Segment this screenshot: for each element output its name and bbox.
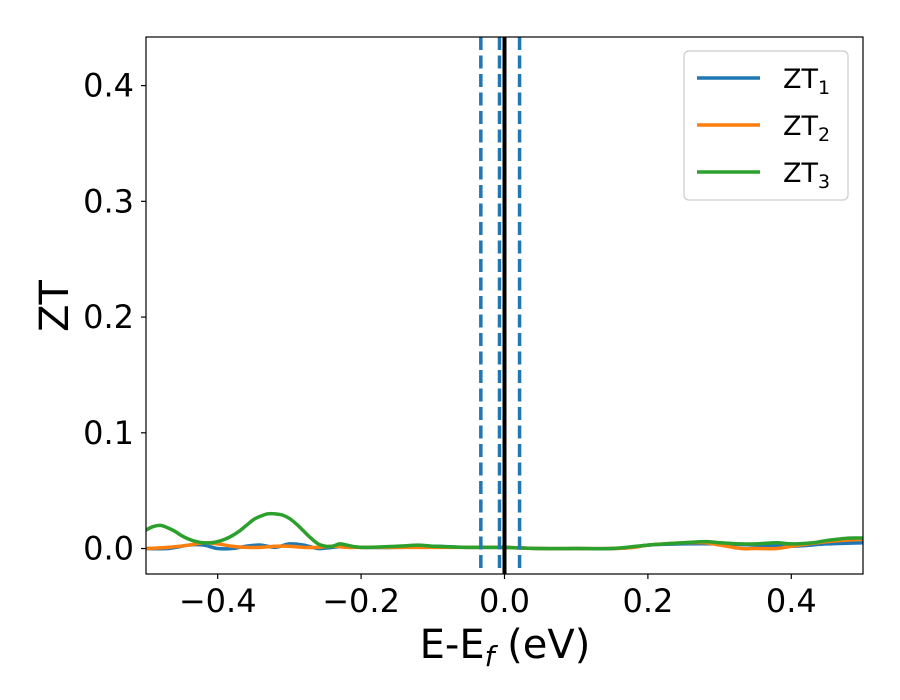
legend: ZT1 ZT2 ZT3 — [683, 50, 849, 201]
y-tick-label: 0.3 — [83, 182, 134, 220]
y-tick-label: 0.1 — [83, 414, 134, 452]
x-tick-label: −0.4 — [179, 582, 257, 620]
series-line-3 — [146, 511, 863, 551]
x-axis-label-unit: (eV) — [494, 622, 590, 668]
y-axis-ticks: 0.0 0.1 0.2 0.3 0.4 — [83, 67, 146, 568]
legend-label-2: ZT2 — [783, 111, 830, 146]
y-axis-label: ZT — [32, 280, 78, 332]
legend-label-3: ZT3 — [783, 158, 830, 193]
x-tick-label: 0.2 — [622, 582, 673, 620]
legend-label-1: ZT1 — [783, 64, 830, 99]
legend-frame — [683, 50, 849, 201]
reference-lines — [479, 37, 522, 574]
x-tick-label: 0.0 — [479, 582, 530, 620]
series-layer — [146, 511, 863, 551]
y-tick-label: 0.2 — [83, 298, 134, 336]
y-tick-label: 0.4 — [83, 67, 134, 105]
x-tick-label: 0.4 — [766, 582, 817, 620]
x-tick-label: −0.2 — [322, 582, 400, 620]
x-axis-label: E-Ef (eV) — [420, 622, 591, 673]
x-axis-ticks: −0.4 −0.2 0.0 0.2 0.4 — [179, 574, 817, 620]
y-tick-label: 0.0 — [83, 530, 134, 568]
